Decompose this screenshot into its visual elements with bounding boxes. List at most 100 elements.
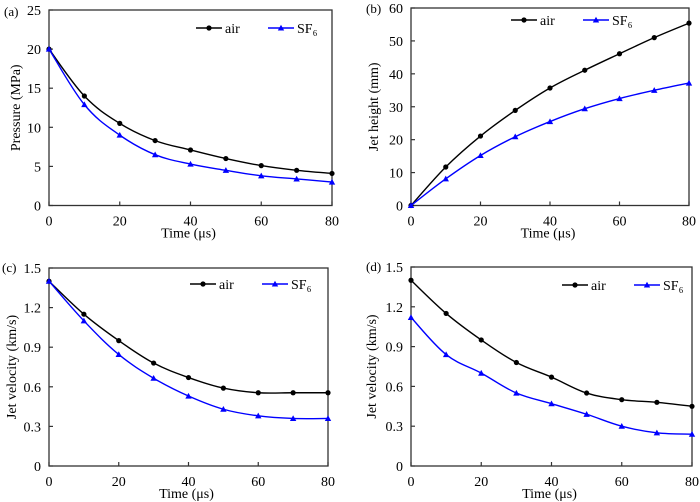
legend-label: air <box>591 279 606 294</box>
data-point <box>328 178 336 185</box>
data-point <box>150 375 157 381</box>
x-axis-title: Time (μs) <box>159 487 214 502</box>
series-line <box>410 22 690 206</box>
x-tick-label: 60 <box>615 475 629 490</box>
y-tick-label: 0.9 <box>24 341 42 356</box>
data-point <box>185 392 192 399</box>
legend: air SF₆ <box>190 278 312 293</box>
y-axis-title: Jet height (mm) <box>367 62 382 151</box>
data-point <box>651 35 657 41</box>
data-point <box>151 360 157 366</box>
data-point <box>258 163 264 169</box>
data-point <box>80 317 88 324</box>
data-point <box>548 374 555 380</box>
y-tick-label: 0.3 <box>24 420 42 435</box>
data-point <box>290 390 296 396</box>
y-tick-label: 0 <box>34 200 41 215</box>
y-tick-label: 1.2 <box>24 302 42 317</box>
x-axis-title: Time (μs) <box>161 227 216 242</box>
data-point <box>616 51 623 57</box>
y-axis-title: Jet velocity (km/s) <box>365 314 380 419</box>
y-tick-label: 1.5 <box>24 262 42 277</box>
series-air <box>46 278 331 396</box>
x-tick-label: 40 <box>545 475 559 490</box>
legend-marker <box>271 280 279 287</box>
x-tick-label: 20 <box>474 215 488 230</box>
y-tick-label: 60 <box>389 2 403 17</box>
panel-label: (d) <box>366 259 381 274</box>
data-point <box>117 120 123 126</box>
data-point <box>582 67 588 73</box>
x-tick-label: 80 <box>685 475 699 490</box>
data-point <box>442 175 449 182</box>
data-point <box>220 406 227 412</box>
plot-frame <box>410 7 690 207</box>
legend-marker <box>277 24 285 31</box>
data-point <box>289 415 297 422</box>
data-point <box>653 429 661 436</box>
series-sf6 <box>45 45 336 185</box>
x-tick-label: 40 <box>543 215 557 230</box>
x-tick-label: 0 <box>408 215 415 230</box>
series-sf6 <box>45 278 332 422</box>
data-point <box>294 167 300 173</box>
y-tick-label: 40 <box>389 68 403 83</box>
data-point <box>513 359 519 366</box>
data-point <box>81 93 87 99</box>
x-tick-label: 40 <box>184 215 198 230</box>
series-line <box>48 48 333 175</box>
data-point <box>407 314 415 320</box>
legend-marker <box>592 16 600 23</box>
data-point <box>185 374 192 381</box>
x-tick-label: 20 <box>112 475 126 490</box>
x-tick-label: 0 <box>46 475 53 490</box>
x-tick-label: 0 <box>408 475 415 490</box>
legend-label: air <box>225 22 240 37</box>
y-tick-label: 0.9 <box>386 341 404 356</box>
y-tick-label: 0.6 <box>24 381 42 396</box>
series-air <box>408 277 695 409</box>
x-tick-label: 60 <box>613 215 627 230</box>
data-point <box>477 133 484 139</box>
plot-frame <box>48 9 333 207</box>
y-tick-label: 0.6 <box>386 380 404 395</box>
x-axis-title: Time (μs) <box>521 227 576 242</box>
series-sf6 <box>407 79 693 209</box>
data-point <box>329 170 335 177</box>
data-point <box>255 412 262 419</box>
y-tick-label: 50 <box>389 35 403 50</box>
data-point <box>408 277 414 283</box>
x-tick-label: 60 <box>254 215 268 230</box>
data-point <box>478 369 485 376</box>
x-tick-label: 80 <box>682 215 696 230</box>
legend-label: air <box>540 14 555 29</box>
x-tick-label: 20 <box>113 215 127 230</box>
data-point <box>547 85 553 91</box>
data-point <box>115 351 122 358</box>
panel-a: 0 20 40 60 80 0 5 10 15 20 25 Time (μs) Pressure (MP… <box>4 4 339 242</box>
panel-c: 0 20 40 60 80 0 0.3 0.6 0.9 1.2 1.5 Time (μs) Jet ve… <box>2 260 335 502</box>
y-tick-label: 1.2 <box>386 301 404 316</box>
data-point <box>546 118 554 125</box>
x-tick-label: 0 <box>46 215 53 230</box>
y-tick-label: 10 <box>27 121 41 136</box>
plot-frame <box>48 267 329 467</box>
data-point <box>293 175 300 182</box>
data-point <box>686 20 692 26</box>
y-axis-title: Jet velocity (km/s) <box>5 315 20 420</box>
y-tick-label: 0.3 <box>386 420 404 435</box>
y-tick-label: 1.5 <box>386 261 404 276</box>
data-point <box>689 403 695 409</box>
panel-label: (a) <box>4 4 18 19</box>
y-tick-label: 0 <box>396 460 403 475</box>
data-point <box>443 310 449 317</box>
data-point <box>478 337 484 343</box>
legend-label: SF₆ <box>663 279 684 294</box>
legend-marker <box>643 281 651 288</box>
data-point <box>688 430 696 437</box>
data-point <box>220 385 226 391</box>
data-point <box>187 160 194 167</box>
y-tick-label: 20 <box>389 134 403 149</box>
series-line <box>410 279 693 407</box>
data-point <box>619 397 625 403</box>
